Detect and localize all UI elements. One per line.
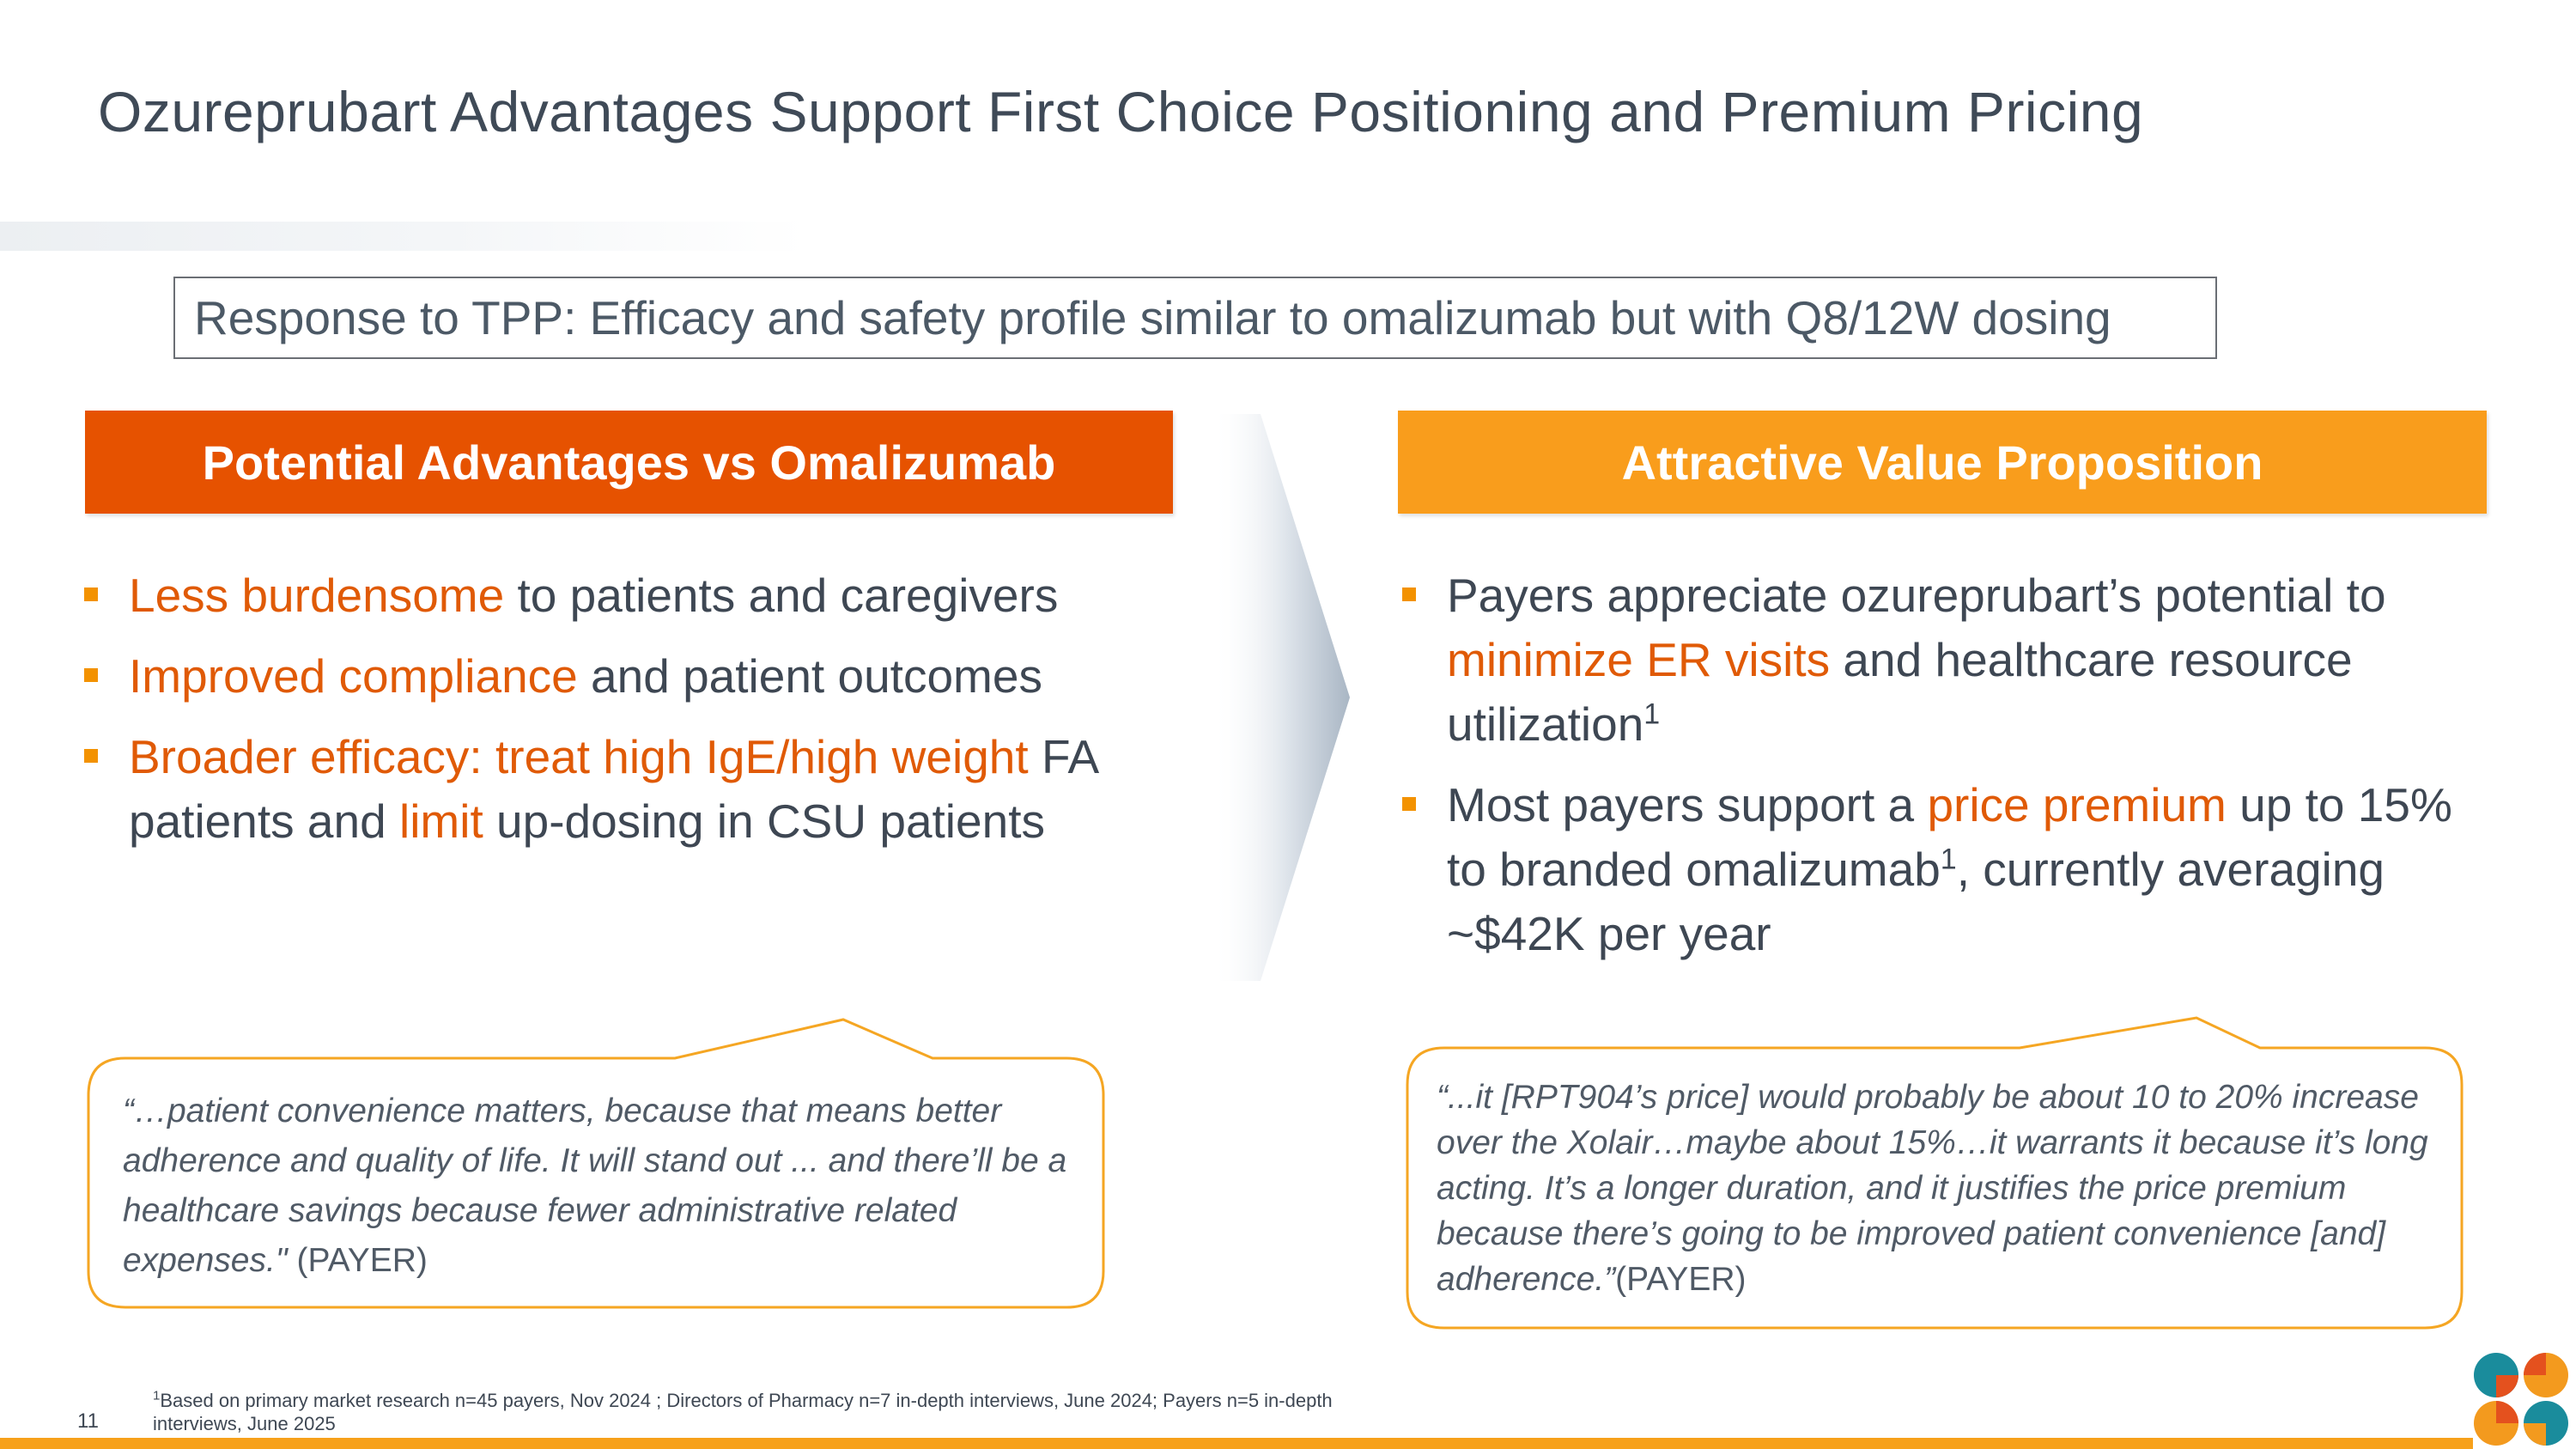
bullet-broader-efficacy: Broader efficacy: treat high IgE/high we… (84, 725, 1166, 854)
bottom-accent-bar (0, 1438, 2473, 1449)
bullet-text: Payers appreciate ozureprubart’s potenti… (1447, 569, 2386, 622)
footnote: 1Based on primary market research n=45 p… (153, 1389, 1338, 1435)
left-quote-bubble (87, 1018, 1105, 1309)
bullet-price-premium: Most payers support a price premium up t… (1402, 773, 2484, 966)
right-quote-bubble (1406, 1016, 2464, 1330)
right-quote-text: “...it [RPT904’s price] would probably b… (1437, 1075, 2450, 1302)
bullet-highlight: minimize ER visits (1447, 633, 1831, 686)
quote-body: “...it [RPT904’s price] would probably b… (1437, 1079, 2428, 1298)
bullet-text: to patients and caregivers (504, 569, 1059, 622)
footnote-text: Based on primary market research n=45 pa… (153, 1390, 1333, 1434)
quote-source: (PAYER) (287, 1242, 428, 1279)
page-title: Ozureprubart Advantages Support First Ch… (98, 80, 2144, 143)
bullet-highlight: price premium (1927, 778, 2227, 831)
bullet-highlight: Improved compliance (129, 649, 578, 703)
footnote-reference: 1 (1643, 697, 1661, 731)
bullet-less-burdensome: Less burdensome to patients and caregive… (84, 563, 1166, 628)
bullet-text-end: up-dosing in CSU patients (483, 795, 1045, 848)
bullet-square-icon (84, 749, 98, 763)
left-column-header: Potential Advantages vs Omalizumab (85, 411, 1173, 514)
bullet-text-end: and healthcare resource utilization (1447, 633, 2353, 751)
bullet-text: FA patients and (129, 730, 1097, 848)
bullet-highlight: Broader efficacy: treat high IgE/high we… (129, 730, 1029, 783)
right-column-header: Attractive Value Proposition (1398, 411, 2487, 514)
bullet-square-icon (1402, 797, 1416, 811)
bullet-highlight: Less burdensome (129, 569, 505, 622)
footnote-marker: 1 (153, 1388, 161, 1403)
quote-source: (PAYER) (1615, 1261, 1747, 1298)
left-bullet-list: Less burdensome to patients and caregive… (84, 563, 1166, 870)
bullet-text: and patient outcomes (577, 649, 1042, 703)
bullet-text-mid: up to 15% to branded omalizumab (1447, 778, 2452, 896)
bullet-square-icon (84, 588, 98, 601)
footnote-reference: 1 (1940, 843, 1957, 876)
page-number: 11 (77, 1409, 99, 1433)
company-logo-icon (2474, 1353, 2568, 1446)
bullet-square-icon (1402, 588, 1416, 601)
title-divider (0, 222, 807, 251)
right-bullet-list: Payers appreciate ozureprubart’s potenti… (1402, 563, 2484, 983)
bullet-highlight-limit: limit (398, 795, 483, 848)
left-quote-text: “…patient convenience matters, because t… (123, 1087, 1093, 1286)
bullet-text: Most payers support a (1447, 778, 1928, 831)
chevron-right-icon (1212, 414, 1350, 981)
bullet-improved-compliance: Improved compliance and patient outcomes (84, 644, 1166, 709)
tpp-response-box: Response to TPP: Efficacy and safety pro… (173, 277, 2217, 359)
bullet-square-icon (84, 668, 98, 682)
bullet-minimize-er-visits: Payers appreciate ozureprubart’s potenti… (1402, 563, 2484, 757)
quote-body: “…patient convenience matters, because t… (123, 1093, 1067, 1279)
bullet-text-end: , currently averaging ~$42K per year (1447, 843, 2385, 960)
